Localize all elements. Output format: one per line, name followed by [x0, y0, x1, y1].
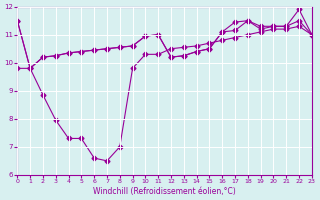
X-axis label: Windchill (Refroidissement éolien,°C): Windchill (Refroidissement éolien,°C) [93, 187, 236, 196]
